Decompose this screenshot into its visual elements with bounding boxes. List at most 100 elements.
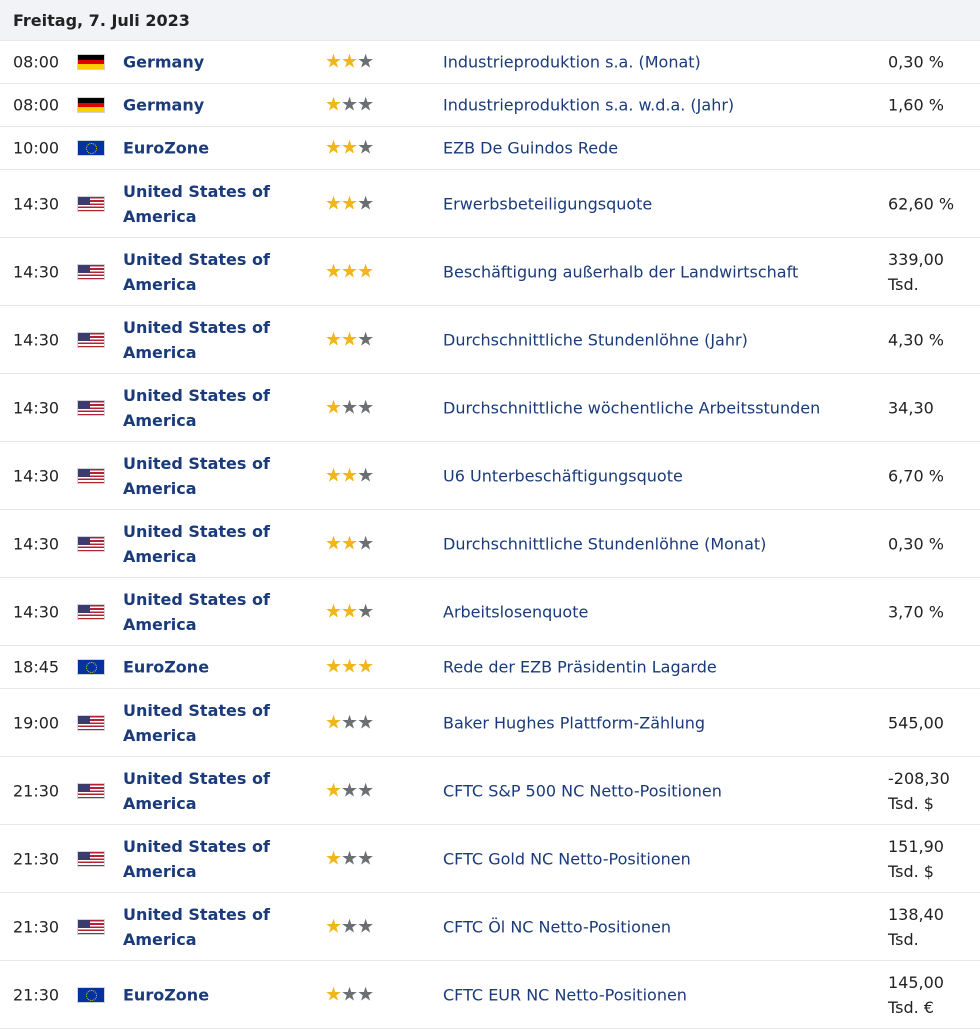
eu-flag-icon <box>77 986 105 1003</box>
star-icon: ★ <box>341 396 358 418</box>
star-icon: ★ <box>357 532 374 554</box>
country-link[interactable]: Germany <box>123 95 205 115</box>
event-value-amount: 0,30 % <box>888 52 944 72</box>
country-link[interactable]: United States of America <box>123 317 270 362</box>
event-value: 62,60 % <box>888 191 978 216</box>
event-link[interactable]: Industrieproduktion s.a. w.d.a. (Jahr) <box>443 95 735 115</box>
importance-rating: ★★★ <box>325 50 374 73</box>
event-link[interactable]: CFTC Gold NC Netto-Positionen <box>443 849 691 868</box>
event-time: 21:30 <box>13 917 60 936</box>
country-link[interactable]: United States of America <box>123 249 270 294</box>
importance-rating: ★★★ <box>325 983 374 1005</box>
event-link[interactable]: CFTC EUR NC Netto-Positionen <box>443 985 687 1004</box>
event-link[interactable]: CFTC S&P 500 NC Netto-Positionen <box>443 781 722 800</box>
us-flag-icon <box>77 535 105 552</box>
us-flag-icon <box>77 850 105 867</box>
event-value: 545,00 <box>888 710 978 735</box>
importance-rating: ★★★ <box>325 396 374 418</box>
star-icon: ★ <box>357 711 374 733</box>
event-value-amount: -208,30 <box>888 768 950 788</box>
date-title: Freitag, 7. Juli 2023 <box>13 10 190 30</box>
star-icon: ★ <box>341 532 358 554</box>
star-icon: ★ <box>357 464 374 486</box>
event-value-amount: 62,60 % <box>888 194 955 213</box>
star-icon: ★ <box>357 983 374 1005</box>
star-icon: ★ <box>357 847 374 869</box>
star-icon: ★ <box>357 136 374 159</box>
event-value-amount: 145,00 <box>888 972 944 992</box>
country-link[interactable]: EuroZone <box>123 985 210 1004</box>
star-icon: ★ <box>341 50 358 73</box>
star-icon: ★ <box>357 328 374 350</box>
star-icon: ★ <box>357 260 374 282</box>
star-icon: ★ <box>325 711 342 733</box>
event-time: 14:30 <box>13 534 60 553</box>
country-link[interactable]: United States of America <box>123 589 270 634</box>
event-link[interactable]: U6 Unterbeschäftigungsquote <box>443 466 683 485</box>
event-link[interactable]: Rede der EZB Präsidentin Lagarde <box>443 657 717 677</box>
star-icon: ★ <box>325 328 342 350</box>
star-icon: ★ <box>357 192 374 214</box>
event-value-amount: 1,60 % <box>888 95 944 115</box>
event-link[interactable]: CFTC Öl NC Netto-Positionen <box>443 917 672 936</box>
country-link[interactable]: EuroZone <box>123 657 210 677</box>
country-link[interactable]: United States of America <box>123 521 270 566</box>
star-icon: ★ <box>341 915 358 937</box>
date-header: Freitag, 7. Juli 2023 <box>0 0 980 41</box>
event-link[interactable]: Beschäftigung außerhalb der Landwirtscha… <box>443 262 799 281</box>
us-flag-icon <box>77 603 105 620</box>
star-icon: ★ <box>341 847 358 869</box>
event-value: 138,40 Tsd. <box>888 902 978 952</box>
event-value: -208,30 Tsd. $ <box>888 766 978 816</box>
star-icon: ★ <box>341 711 358 733</box>
country-link[interactable]: United States of America <box>123 385 270 430</box>
event-link[interactable]: Industrieproduktion s.a. (Monat) <box>443 52 701 72</box>
event-value-amount: 138,40 <box>888 904 944 924</box>
event-time: 08:00 <box>13 95 60 115</box>
us-flag-icon <box>77 782 105 799</box>
event-link[interactable]: Baker Hughes Plattform-Zählung <box>443 713 706 732</box>
importance-rating: ★★★ <box>325 711 374 733</box>
event-link[interactable]: Durchschnittliche Stundenlöhne (Jahr) <box>443 330 748 349</box>
event-link[interactable]: Durchschnittliche wöchentliche Arbeitsst… <box>443 398 821 417</box>
event-time: 21:30 <box>13 781 60 800</box>
country-link[interactable]: Germany <box>123 52 205 72</box>
country-link[interactable]: United States of America <box>123 700 270 745</box>
calendar-row: 21:30 United States of America ★★★ CFTC S&P… <box>0 757 980 825</box>
star-icon: ★ <box>325 136 342 159</box>
us-flag-icon <box>77 263 105 280</box>
calendar-row: 14:30 United States of America ★★★ Durchsch… <box>0 510 980 578</box>
event-link[interactable]: Erwerbsbeteiligungsquote <box>443 194 653 213</box>
us-flag-icon <box>77 467 105 484</box>
event-link[interactable]: Arbeitslosenquote <box>443 602 589 621</box>
importance-rating: ★★★ <box>325 532 374 554</box>
star-icon: ★ <box>325 779 342 801</box>
country-link[interactable]: United States of America <box>123 181 270 226</box>
event-value: 1,60 % <box>888 93 978 118</box>
star-icon: ★ <box>357 93 374 116</box>
event-time: 21:30 <box>13 985 60 1004</box>
country-link[interactable]: United States of America <box>123 904 270 949</box>
star-icon: ★ <box>325 655 342 678</box>
event-link[interactable]: EZB De Guindos Rede <box>443 138 619 158</box>
calendar-row: 08:00 Germany ★★★ Industrieproduktion s.a. … <box>0 84 980 127</box>
event-value-amount: 6,70 % <box>888 466 944 485</box>
importance-rating: ★★★ <box>325 602 374 621</box>
event-time: 14:30 <box>13 398 60 417</box>
event-value-unit: Tsd. $ <box>888 793 934 813</box>
event-value: 0,30 % <box>888 531 978 556</box>
star-icon: ★ <box>341 260 358 282</box>
country-link[interactable]: EuroZone <box>123 138 210 158</box>
star-icon: ★ <box>325 93 342 116</box>
eu-flag-icon <box>77 659 105 675</box>
calendar-row: 10:00 EuroZone ★★★ EZB De Guindos Rede <box>0 127 980 170</box>
event-time: 21:30 <box>13 849 60 868</box>
star-icon: ★ <box>341 983 358 1005</box>
country-link[interactable]: United States of America <box>123 836 270 881</box>
country-link[interactable]: United States of America <box>123 453 270 498</box>
event-link[interactable]: Durchschnittliche Stundenlöhne (Monat) <box>443 534 767 553</box>
event-value: 34,30 <box>888 395 978 420</box>
event-value-amount: 545,00 <box>888 713 944 732</box>
germany-flag-icon <box>77 97 105 113</box>
country-link[interactable]: United States of America <box>123 768 270 813</box>
